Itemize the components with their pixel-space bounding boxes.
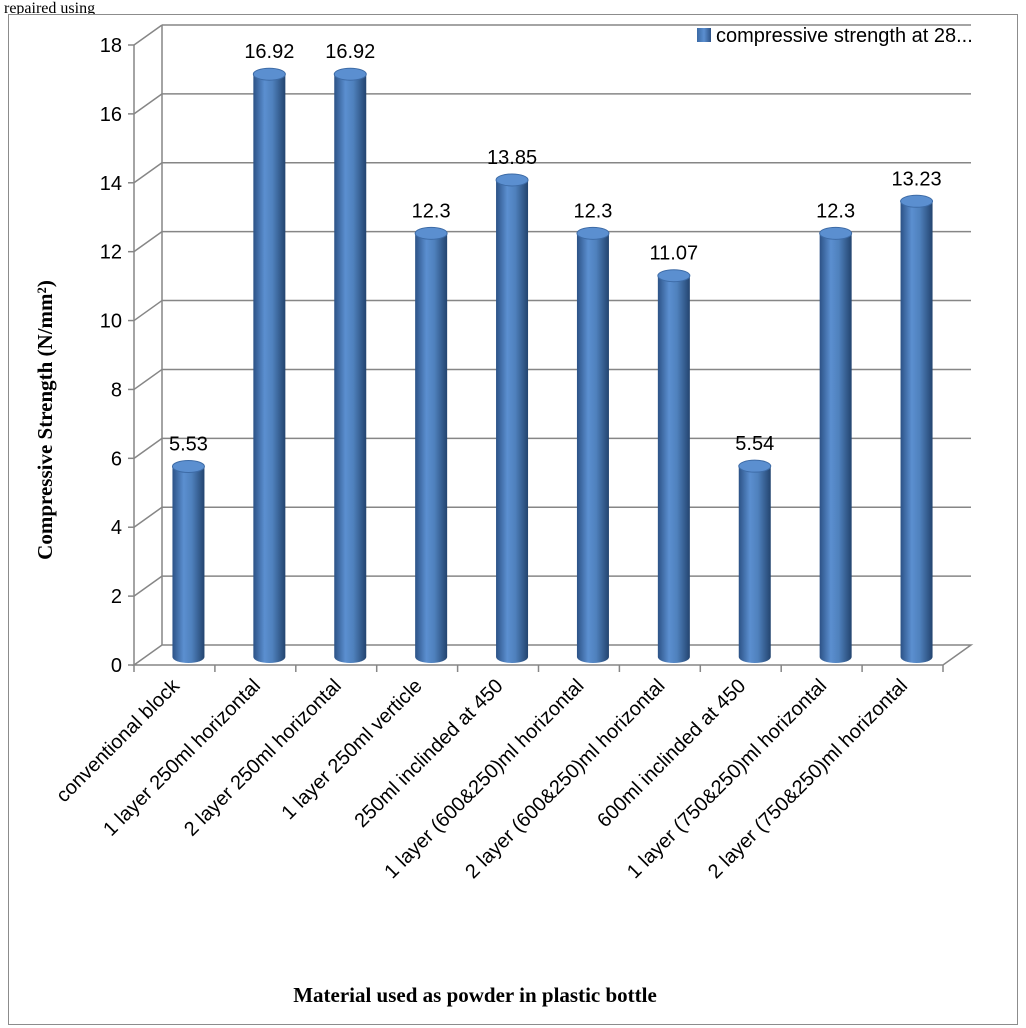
bar-top: [819, 226, 853, 240]
y-tick-label: 6: [111, 448, 122, 470]
bar-top: [171, 460, 205, 474]
x-category-label: 1 layer 250ml verticle: [278, 675, 427, 824]
gridline-depth: [133, 506, 163, 528]
bar-1: [171, 460, 205, 663]
gridline-depth: [133, 162, 163, 184]
bar-top: [252, 67, 286, 81]
y-tick-label: 2: [111, 586, 122, 608]
y-tick-label: 12: [100, 242, 122, 264]
x-category-label: 1 layer 250ml horizontal: [99, 675, 265, 841]
bar-top: [495, 173, 529, 187]
bar-9: [819, 226, 853, 664]
data-label: 12.3: [816, 200, 855, 222]
bar-top: [738, 459, 772, 473]
bar-8: [738, 459, 772, 663]
gridline-depth: [133, 575, 163, 597]
bar-body: [496, 179, 529, 663]
data-label: 13.85: [487, 147, 537, 169]
y-tick-label: 4: [111, 517, 122, 539]
y-tick-label: 0: [111, 655, 122, 677]
bar-body: [576, 233, 609, 664]
legend: compressive strength at 28...: [697, 25, 973, 47]
bar-body: [253, 74, 286, 663]
gridline-depth: [133, 231, 163, 253]
gridline-depth: [133, 93, 163, 115]
chart-back-wall: [131, 25, 974, 666]
bar-6: [576, 226, 610, 664]
x-category-label: 2 layer 250ml horizontal: [180, 675, 346, 841]
x-category-label: 600ml inclinded at 450: [593, 675, 750, 832]
gridline-depth: [133, 24, 163, 46]
bar-body: [172, 466, 205, 663]
y-tick-label: 16: [100, 104, 122, 126]
bar-body: [415, 233, 448, 664]
y-tick-label: 14: [100, 173, 122, 195]
bar-7: [657, 269, 691, 663]
bar-body: [900, 201, 933, 664]
data-label: 5.54: [735, 433, 774, 455]
data-label: 13.23: [892, 168, 942, 190]
bars: [171, 67, 934, 664]
chart-floor: [131, 644, 974, 666]
bar-5: [495, 173, 529, 663]
page-caption: repaired using: [4, 0, 96, 17]
y-tick-label: 18: [100, 35, 122, 57]
y-tick-label: 10: [100, 311, 122, 333]
y-axis-title: Compressive Strength (N/mm²): [33, 280, 57, 560]
x-axis-title: Material used as powder in plastic bottl…: [293, 983, 657, 1007]
bar-body: [819, 233, 852, 664]
data-label: 12.3: [573, 200, 612, 222]
gridline-depth: [133, 299, 163, 322]
data-label: 12.3: [412, 200, 451, 222]
data-label: 5.53: [169, 434, 208, 456]
gridline-depth: [133, 368, 163, 391]
y-tick-label: 8: [111, 379, 122, 401]
bar-top: [333, 67, 367, 81]
bar-top: [576, 226, 610, 240]
bar-body: [657, 275, 690, 663]
data-labels: 5.53 16.92 16.92 12.3 13.85 12.3 11.07 5.54 12.3…: [169, 41, 942, 455]
bar-10: [900, 194, 934, 664]
legend-label: compressive strength at 28...: [716, 25, 973, 47]
bar-body: [738, 466, 771, 663]
bar-top: [657, 269, 691, 283]
axes: [128, 44, 944, 672]
bar-3: [333, 67, 367, 663]
bar-2: [252, 67, 286, 663]
data-label: 16.92: [325, 41, 375, 63]
bar-top: [414, 226, 448, 240]
gridline-depth: [133, 437, 163, 459]
bar-body: [334, 74, 367, 663]
x-category-label: 250ml inclinded at 450: [351, 675, 508, 832]
data-label: 11.07: [650, 243, 699, 265]
bar-4: [414, 226, 448, 664]
legend-swatch: [697, 28, 711, 42]
bar-top: [900, 194, 934, 208]
data-label: 16.92: [244, 41, 294, 63]
